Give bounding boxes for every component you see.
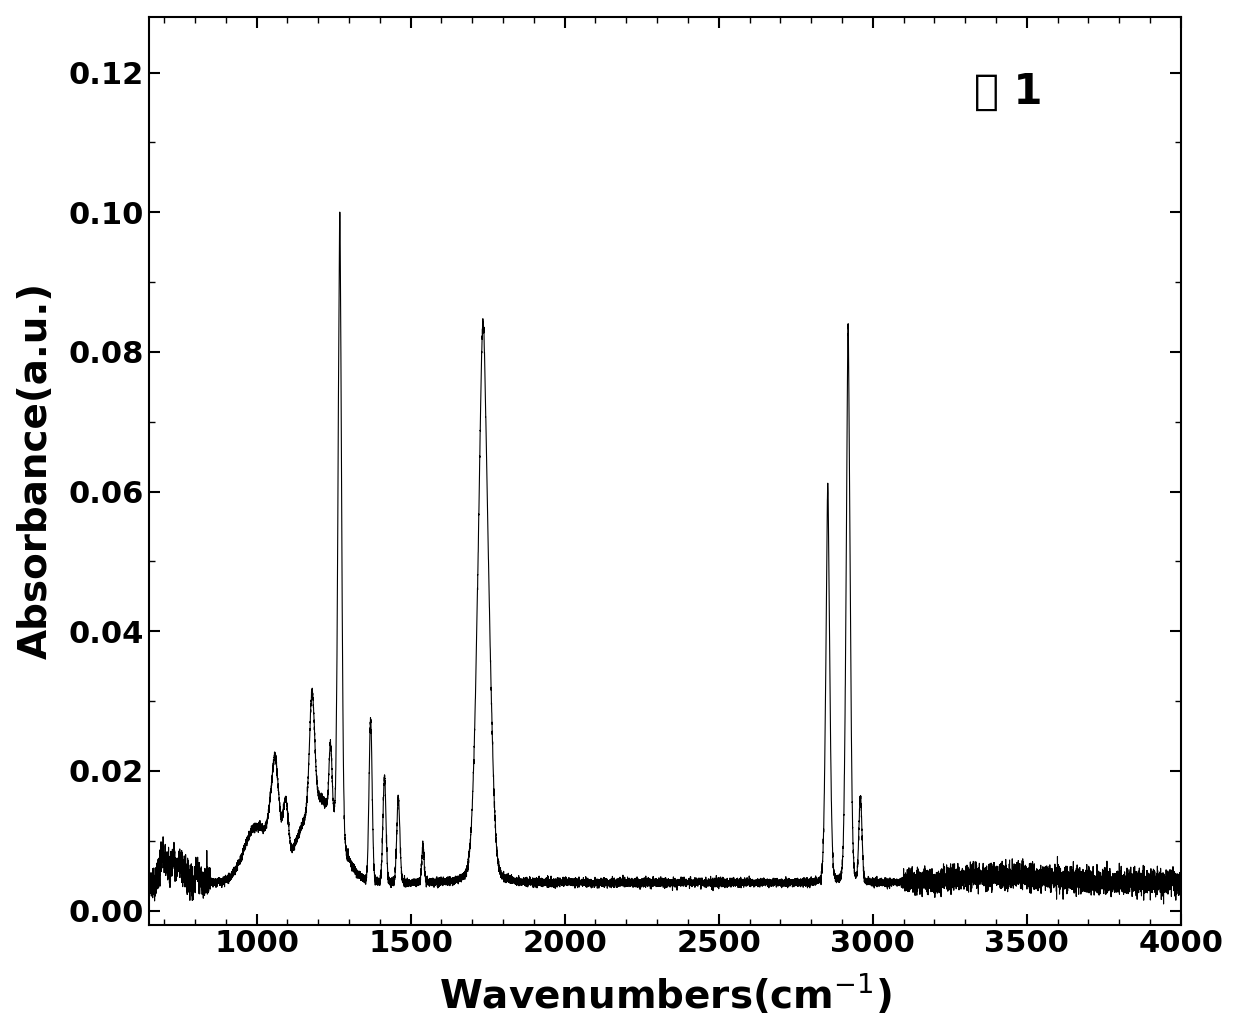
X-axis label: Wavenumbers(cm$^{-1}$): Wavenumbers(cm$^{-1}$) — [439, 972, 892, 1016]
Text: 样 1: 样 1 — [975, 71, 1043, 114]
Y-axis label: Absorbance(a.u.): Absorbance(a.u.) — [16, 282, 55, 659]
